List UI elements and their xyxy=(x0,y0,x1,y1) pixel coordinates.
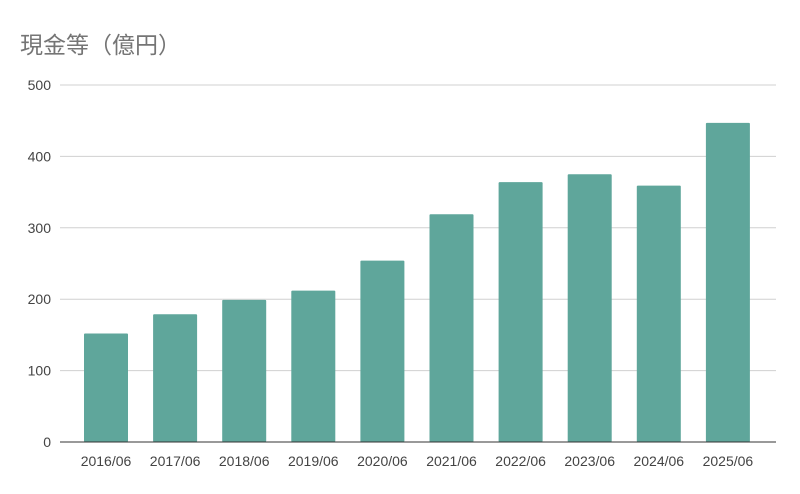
x-tick-label: 2024/06 xyxy=(633,453,684,469)
y-tick-label: 400 xyxy=(28,148,52,164)
x-tick-label: 2017/06 xyxy=(150,453,201,469)
y-tick-label: 500 xyxy=(28,77,52,93)
chart-title: 現金等（億円） xyxy=(20,33,181,59)
y-tick-label: 200 xyxy=(28,291,52,307)
bar-2020/06 xyxy=(360,260,405,442)
bar-2022/06 xyxy=(498,182,543,442)
bar-2018/06 xyxy=(222,299,267,442)
x-tick-label: 2021/06 xyxy=(426,453,477,469)
x-tick-label: 2020/06 xyxy=(357,453,408,469)
y-tick-label: 100 xyxy=(28,363,52,379)
x-tick-label: 2025/06 xyxy=(703,453,754,469)
bar-2025/06 xyxy=(705,122,750,442)
bar-2019/06 xyxy=(291,290,336,442)
bar-2016/06 xyxy=(84,333,128,442)
bar-2024/06 xyxy=(636,185,681,442)
bar-2021/06 xyxy=(429,214,474,442)
y-tick-label: 0 xyxy=(43,434,51,450)
x-tick-label: 2019/06 xyxy=(288,453,339,469)
x-tick-label: 2022/06 xyxy=(495,453,546,469)
bar-2023/06 xyxy=(567,174,612,442)
y-tick-label: 300 xyxy=(28,220,52,236)
x-tick-label: 2023/06 xyxy=(564,453,615,469)
bar-2017/06 xyxy=(153,314,198,442)
x-tick-label: 2018/06 xyxy=(219,453,270,469)
x-tick-label: 2016/06 xyxy=(81,453,132,469)
